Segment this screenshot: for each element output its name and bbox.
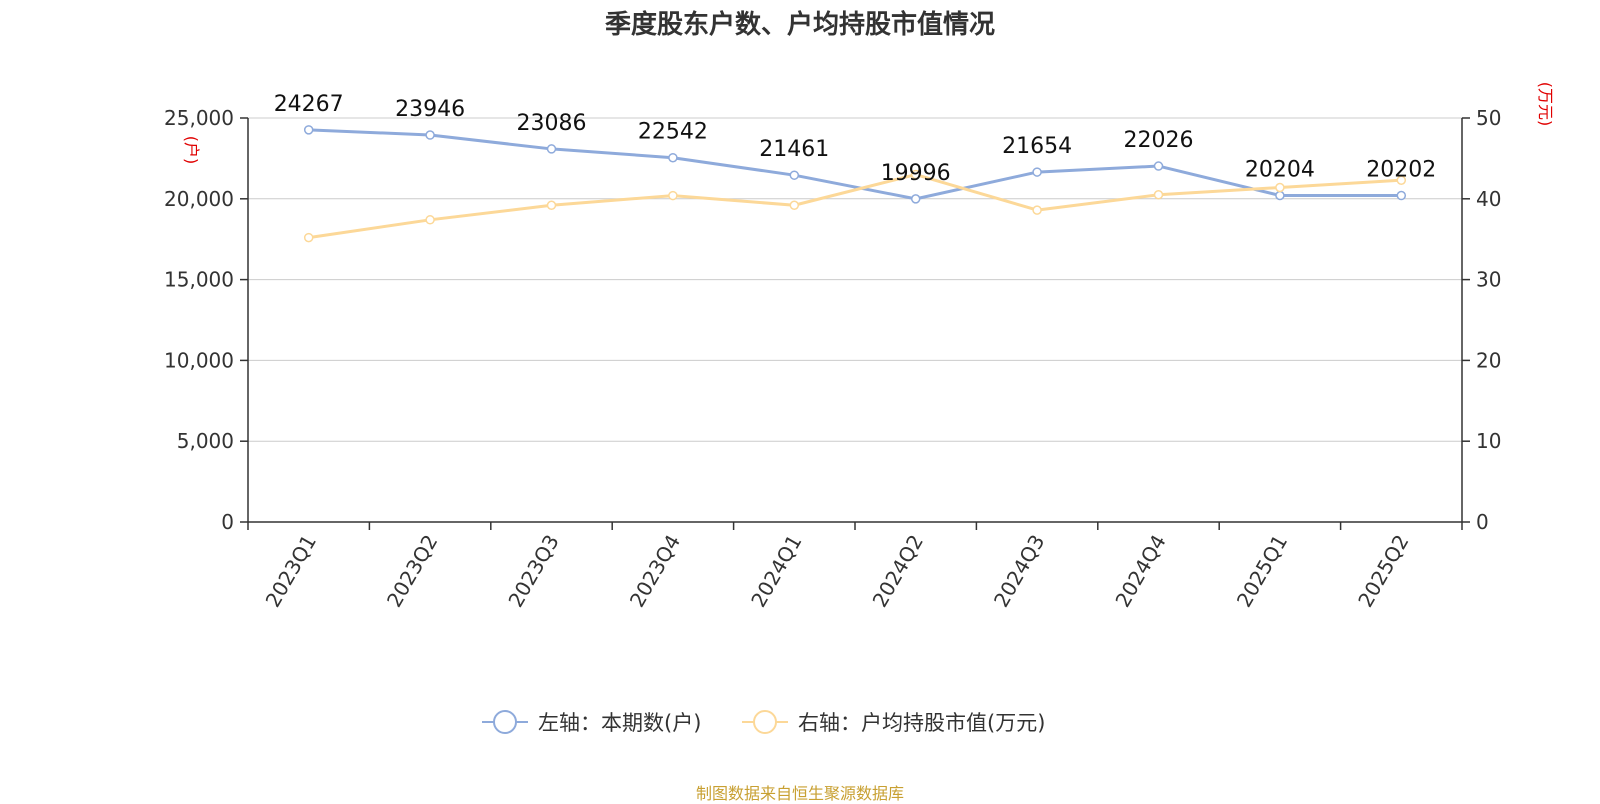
legend-label: 右轴：户均持股市值(万元) — [798, 711, 1045, 735]
data-point — [1153, 161, 1164, 171]
data-point — [1032, 167, 1042, 177]
data-labels: 24267 23946 23086 22542 21461 19996 21654 22026… — [274, 92, 1437, 186]
grid-lines — [248, 117, 1462, 442]
data-point — [789, 170, 800, 180]
right-tick-label: 40 — [1476, 187, 1501, 211]
x-tick-label: 2023Q2 — [382, 531, 442, 612]
left-axis-unit: (户) — [182, 136, 201, 165]
data-point — [1275, 190, 1285, 201]
series-line-1 — [308, 173, 1402, 240]
data-point — [668, 190, 678, 201]
data-point — [910, 169, 921, 180]
right-axis-unit: (万元) — [1536, 82, 1555, 127]
right-tick-label: 10 — [1476, 429, 1501, 453]
data-label: 20204 — [1245, 158, 1315, 183]
data-label: 22026 — [1124, 128, 1194, 153]
data-point — [789, 200, 800, 211]
series-lines — [303, 125, 1407, 243]
x-tick-label: 2024Q1 — [746, 531, 806, 612]
data-label: 24267 — [274, 92, 344, 117]
data-point — [910, 194, 921, 204]
chart-title: 季度股东户数、户均持股市值情况 — [604, 10, 995, 40]
data-point — [1153, 190, 1164, 200]
data-point — [546, 144, 557, 154]
right-tick-label: 0 — [1476, 510, 1489, 534]
left-tick-label: 0 — [221, 510, 234, 534]
data-label: 23086 — [517, 111, 587, 136]
data-label: 20202 — [1366, 158, 1436, 183]
data-point — [1032, 205, 1042, 215]
right-tick-label: 30 — [1476, 268, 1501, 292]
data-label: 23946 — [395, 97, 465, 122]
x-tick-label: 2023Q1 — [261, 531, 321, 612]
series-line-0 — [308, 128, 1402, 201]
axes: (户) (万元) 0 5,000 10,000 15,000 20,000 25,000 0… — [164, 82, 1555, 611]
data-label: 21461 — [759, 137, 829, 162]
data-point — [303, 232, 314, 243]
data-point — [546, 200, 557, 211]
legend-label: 左轴：本期数(户) — [538, 711, 701, 735]
data-point — [1396, 190, 1407, 201]
data-point — [1396, 175, 1407, 185]
data-label: 22542 — [638, 120, 708, 145]
data-point — [668, 152, 678, 163]
legend[interactable]: 左轴：本期数(户) 右轴：户均持股市值(万元) — [482, 710, 1045, 735]
left-tick-label: 20,000 — [164, 187, 234, 211]
x-tick-label: 2024Q2 — [868, 531, 928, 612]
right-tick-label: 20 — [1476, 348, 1501, 372]
data-point — [1275, 182, 1285, 193]
x-tick-label: 2023Q3 — [503, 531, 563, 612]
source-note: 制图数据来自恒生聚源数据库 — [695, 784, 904, 803]
data-point — [303, 125, 314, 135]
legend-item-0[interactable]: 左轴：本期数(户) — [482, 710, 701, 735]
data-point — [425, 215, 435, 225]
data-label: 21654 — [1002, 134, 1072, 159]
x-tick-label: 2024Q4 — [1110, 531, 1170, 612]
data-point — [425, 130, 435, 140]
legend-swatch-marker — [753, 710, 777, 734]
x-tick-label: 2025Q1 — [1232, 531, 1292, 612]
left-tick-label: 5,000 — [177, 429, 234, 453]
left-tick-label: 10,000 — [164, 348, 234, 372]
left-tick-label: 15,000 — [164, 268, 234, 292]
x-tick-label: 2024Q3 — [989, 531, 1049, 612]
x-tick-label: 2023Q4 — [625, 531, 685, 612]
legend-item-1[interactable]: 右轴：户均持股市值(万元) — [742, 710, 1045, 735]
legend-swatch-marker — [493, 710, 517, 734]
x-tick-label: 2025Q2 — [1353, 531, 1413, 612]
left-tick-label: 25,000 — [164, 106, 234, 130]
data-label: 19996 — [881, 161, 951, 186]
right-tick-label: 50 — [1476, 106, 1501, 130]
